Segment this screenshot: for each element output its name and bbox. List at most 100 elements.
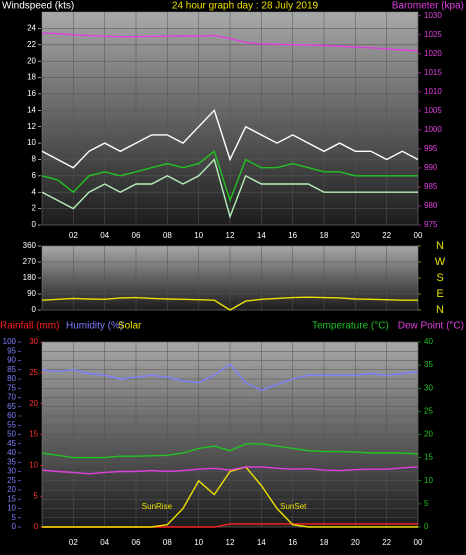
x-tick-label: 06 bbox=[132, 231, 141, 240]
y3-tick-label: 30 bbox=[29, 337, 38, 346]
y3-tick-label: 5 bbox=[34, 491, 39, 500]
y2-tick-label: 1010 bbox=[424, 87, 442, 96]
legend-label: Solar bbox=[118, 321, 142, 332]
x-tick-label: 18 bbox=[320, 538, 329, 547]
x-tick-label: 04 bbox=[100, 231, 109, 240]
y2-tick-label: 985 bbox=[424, 182, 438, 191]
y-tick-label: 10 bbox=[7, 504, 16, 513]
x-tick-label: 18 bbox=[320, 231, 329, 240]
x-tick-label: 16 bbox=[288, 231, 297, 240]
y-tick-label: 60 bbox=[7, 411, 16, 420]
y-tick-label: 75 bbox=[7, 383, 16, 392]
y-tick-label: 15 bbox=[7, 494, 16, 503]
legend-label: Temperature (°C) bbox=[312, 321, 389, 332]
y-tick-label: 20 bbox=[7, 485, 16, 494]
y2-tick-label: 30 bbox=[424, 383, 433, 392]
y2-tick-label: 980 bbox=[424, 201, 438, 210]
x-tick-label: 00 bbox=[414, 231, 423, 240]
y2-tick-label: 5 bbox=[424, 499, 429, 508]
y-tick-label: 270 bbox=[23, 257, 37, 266]
y-tick-label: 90 bbox=[7, 356, 16, 365]
y-tick-label: 55 bbox=[7, 420, 16, 429]
x-tick-label: 12 bbox=[226, 538, 235, 547]
y-tick-label: 16 bbox=[27, 89, 36, 98]
x-tick-label: 12 bbox=[226, 231, 235, 240]
x-tick-label: 10 bbox=[194, 538, 203, 547]
y2-tick-label: S bbox=[436, 272, 443, 284]
series-line bbox=[41, 158, 418, 220]
y-tick-label: 100 bbox=[3, 337, 17, 346]
y-tick-label: 8 bbox=[32, 155, 37, 164]
y-tick-label: 45 bbox=[7, 439, 16, 448]
y2-tick-label: 15 bbox=[424, 453, 433, 462]
x-tick-label: 06 bbox=[132, 538, 141, 547]
series-line bbox=[41, 108, 419, 169]
y3-tick-label: 15 bbox=[29, 430, 38, 439]
x-tick-label: 20 bbox=[351, 538, 360, 547]
y2-tick-label: 1020 bbox=[424, 49, 442, 58]
annotation: SunSet bbox=[280, 502, 307, 511]
y-tick-label: 6 bbox=[32, 171, 37, 180]
y2-tick-label: 25 bbox=[424, 406, 433, 415]
y2-tick-label: E bbox=[436, 288, 443, 300]
y-tick-label: 20 bbox=[27, 56, 36, 65]
y-tick-label: 30 bbox=[7, 467, 16, 476]
y-tick-label: 2 bbox=[32, 204, 37, 213]
y-tick-label: 40 bbox=[7, 448, 16, 457]
x-tick-label: 04 bbox=[100, 538, 109, 547]
y-tick-label: 85 bbox=[7, 365, 16, 374]
y2-tick-label: 0 bbox=[424, 522, 429, 531]
y-tick-label: 65 bbox=[7, 402, 16, 411]
y-tick-label: 95 bbox=[7, 346, 16, 355]
x-tick-label: 08 bbox=[163, 231, 172, 240]
y-tick-label: 25 bbox=[7, 476, 16, 485]
legend-label: Humidity (%) bbox=[66, 321, 123, 332]
legend-label: Dew Point (°C) bbox=[398, 321, 464, 332]
series-line bbox=[41, 466, 419, 475]
series-line bbox=[41, 32, 419, 52]
x-tick-label: 10 bbox=[194, 231, 203, 240]
y2-tick-label: 1000 bbox=[424, 125, 442, 134]
x-tick-label: 02 bbox=[69, 538, 78, 547]
y-tick-label: 18 bbox=[27, 73, 36, 82]
y2-tick-label: 40 bbox=[424, 337, 433, 346]
x-tick-label: 14 bbox=[257, 538, 266, 547]
x-tick-label: 16 bbox=[288, 538, 297, 547]
x-tick-label: 14 bbox=[257, 231, 266, 240]
y3-tick-label: 10 bbox=[29, 460, 38, 469]
y-tick-label: 50 bbox=[7, 430, 16, 439]
y2-tick-label: 20 bbox=[424, 430, 433, 439]
x-tick-label: 08 bbox=[163, 538, 172, 547]
legend-label: Rainfall (mm) bbox=[0, 321, 59, 332]
y-tick-label: 0 bbox=[32, 220, 37, 229]
y-tick-label: 24 bbox=[27, 23, 36, 32]
y-tick-label: 0 bbox=[12, 522, 17, 531]
y2-tick-label: 975 bbox=[424, 220, 438, 229]
series-line bbox=[41, 363, 419, 391]
y-tick-label: 180 bbox=[23, 273, 37, 282]
y2-tick-label: N bbox=[436, 240, 444, 252]
y-tick-label: 90 bbox=[27, 289, 36, 298]
y-tick-label: 22 bbox=[27, 40, 36, 49]
y2-tick-label: 1025 bbox=[424, 30, 442, 39]
y2-tick-label: 1005 bbox=[424, 106, 442, 115]
x-tick-label: 20 bbox=[351, 231, 360, 240]
y2-tick-label: 1030 bbox=[424, 11, 442, 20]
x-tick-label: 22 bbox=[382, 231, 391, 240]
y2-tick-label: N bbox=[436, 304, 444, 316]
y2-tick-label: 995 bbox=[424, 144, 438, 153]
x-tick-label: 00 bbox=[414, 538, 423, 547]
y2-tick-label: 35 bbox=[424, 360, 433, 369]
title: 24 hour graph day : 28 July 2019 bbox=[172, 1, 319, 12]
y2-tick-label: 10 bbox=[424, 476, 433, 485]
y3-tick-label: 25 bbox=[29, 368, 38, 377]
y-tick-label: 10 bbox=[27, 138, 36, 147]
y-tick-label: 70 bbox=[7, 393, 16, 402]
y2-tick-label: 990 bbox=[424, 163, 438, 172]
y3-tick-label: 0 bbox=[34, 522, 39, 531]
y2-tick-label: W bbox=[435, 256, 446, 268]
y-tick-label: 0 bbox=[32, 305, 37, 314]
x-tick-label: 02 bbox=[69, 231, 78, 240]
